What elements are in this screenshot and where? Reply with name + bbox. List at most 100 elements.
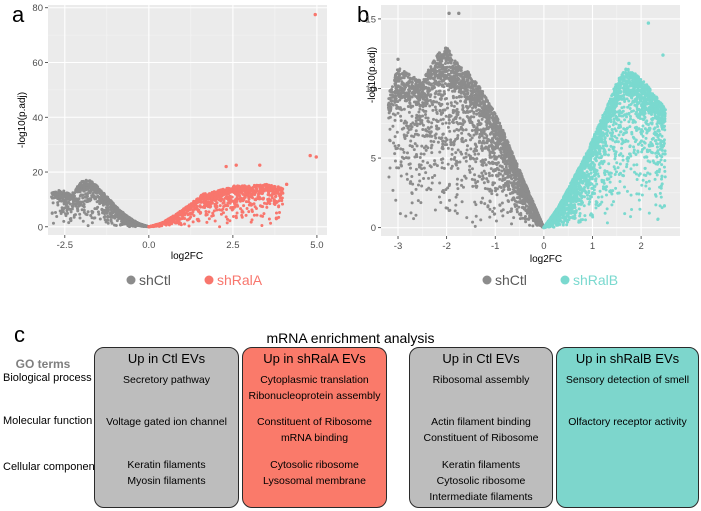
data-point xyxy=(438,108,442,112)
data-point xyxy=(504,171,508,175)
data-point xyxy=(437,89,441,93)
data-point xyxy=(448,198,452,202)
data-point xyxy=(507,157,511,161)
data-point xyxy=(393,135,397,139)
data-point xyxy=(523,217,527,221)
data-point xyxy=(463,120,467,124)
data-point xyxy=(426,146,430,150)
data-point xyxy=(393,118,397,122)
data-point xyxy=(266,190,270,194)
data-point xyxy=(393,89,397,93)
data-point xyxy=(498,203,502,207)
data-point xyxy=(456,187,460,191)
data-point xyxy=(498,177,502,181)
data-point xyxy=(64,200,68,204)
data-point xyxy=(488,215,492,219)
data-point xyxy=(61,210,65,214)
data-point xyxy=(67,221,71,225)
data-point xyxy=(192,214,196,218)
data-point xyxy=(482,136,486,140)
data-point xyxy=(244,213,248,217)
data-point xyxy=(413,78,417,82)
data-point xyxy=(387,116,391,120)
outlier-point xyxy=(396,57,400,61)
data-point xyxy=(469,89,473,93)
data-point xyxy=(516,188,520,192)
data-point xyxy=(502,146,506,150)
data-point xyxy=(492,168,496,172)
data-point xyxy=(429,139,433,143)
data-point xyxy=(491,162,495,166)
data-point xyxy=(267,187,271,191)
data-point xyxy=(249,203,253,207)
data-point xyxy=(115,219,119,223)
data-point xyxy=(511,196,515,200)
data-point xyxy=(236,204,240,208)
data-point xyxy=(232,191,236,195)
data-point xyxy=(170,220,174,224)
data-point xyxy=(446,76,450,80)
data-point xyxy=(247,210,251,214)
data-point xyxy=(488,116,492,120)
data-point xyxy=(388,109,392,113)
data-point xyxy=(182,207,186,211)
data-point xyxy=(280,199,284,203)
data-point xyxy=(510,222,514,226)
data-point xyxy=(440,79,444,83)
data-point xyxy=(391,124,395,128)
data-point xyxy=(441,142,445,146)
data-point xyxy=(396,84,400,88)
data-point xyxy=(240,213,244,217)
data-point xyxy=(532,205,536,209)
data-point xyxy=(104,199,108,203)
data-point xyxy=(527,196,531,200)
data-point xyxy=(506,175,510,179)
data-point xyxy=(403,93,407,97)
data-point xyxy=(109,218,113,222)
data-point xyxy=(491,183,495,187)
data-point xyxy=(225,195,229,199)
y-tick-label: 60 xyxy=(32,58,43,69)
data-point xyxy=(428,131,432,135)
data-point xyxy=(429,67,433,71)
data-point xyxy=(481,174,485,178)
data-point xyxy=(484,127,488,131)
data-point xyxy=(445,50,449,54)
data-point xyxy=(477,152,481,156)
data-point xyxy=(603,211,607,215)
data-point xyxy=(388,127,392,131)
data-point xyxy=(420,184,424,188)
data-point xyxy=(421,128,425,132)
data-point xyxy=(480,112,484,116)
data-point xyxy=(480,146,484,150)
data-point xyxy=(439,104,443,108)
data-point xyxy=(496,124,500,128)
data-point xyxy=(96,185,100,189)
data-point xyxy=(186,204,190,208)
legend-shrala-label: shRalA xyxy=(217,272,263,288)
data-point xyxy=(399,174,403,178)
x-tick-label: 5.0 xyxy=(310,240,323,251)
data-point xyxy=(394,103,398,107)
data-point xyxy=(421,123,425,127)
data-point xyxy=(228,219,232,223)
data-point xyxy=(509,176,513,180)
data-point xyxy=(183,222,187,226)
data-point xyxy=(234,198,238,202)
data-point xyxy=(411,85,415,89)
data-point xyxy=(490,112,494,116)
data-point xyxy=(234,188,238,192)
data-point xyxy=(471,123,475,127)
data-point xyxy=(520,191,524,195)
data-point xyxy=(507,183,511,187)
data-point xyxy=(431,99,435,103)
data-point xyxy=(478,99,482,103)
data-point xyxy=(50,211,54,215)
data-point xyxy=(422,152,426,156)
data-point xyxy=(111,215,115,219)
data-point xyxy=(434,108,438,112)
data-point xyxy=(513,174,517,178)
data-point xyxy=(66,211,70,215)
data-point xyxy=(462,156,466,160)
